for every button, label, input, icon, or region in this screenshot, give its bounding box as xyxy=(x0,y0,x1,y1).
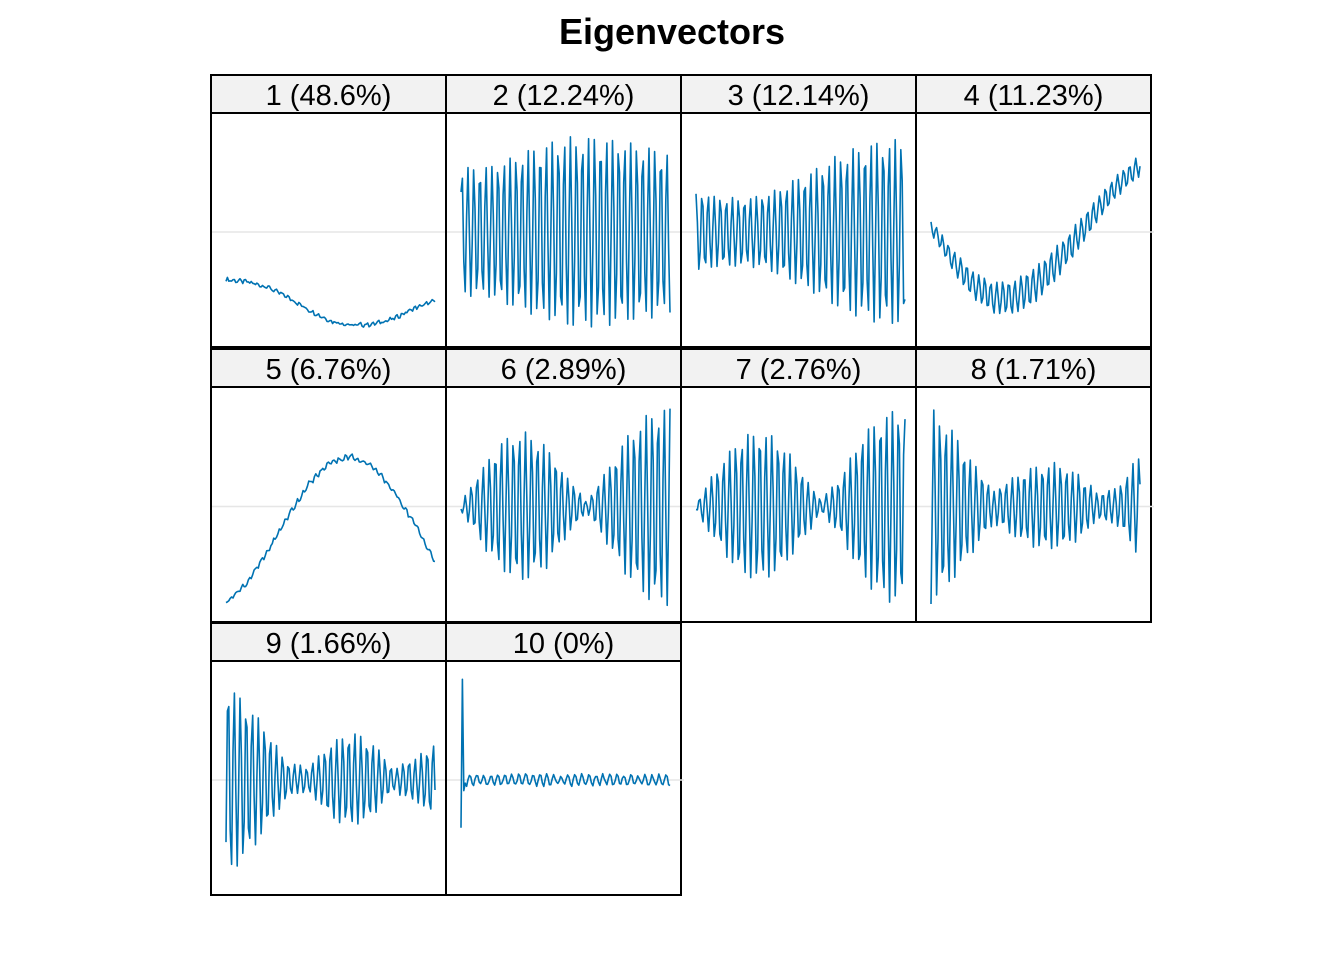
eigenvector-line xyxy=(225,692,436,867)
eigenvector-line xyxy=(460,678,671,828)
facet-plot-area xyxy=(680,112,919,348)
chart-title: Eigenvectors xyxy=(558,11,786,52)
facet-svg xyxy=(447,135,684,328)
facet-strip-label: 1 (48.6%) xyxy=(210,74,447,114)
facet-svg xyxy=(682,138,919,324)
facet-panel-4: 4 (11.23%) xyxy=(915,74,1154,348)
facet-plot-area xyxy=(210,660,449,896)
eigenvector-line xyxy=(695,410,906,603)
facet-svg xyxy=(447,678,684,828)
eigenvector-line xyxy=(460,135,671,328)
facet-label-text: 10 (0%) xyxy=(512,628,615,660)
facet-label-text: 5 (6.76%) xyxy=(265,354,392,386)
eigenvector-line xyxy=(695,138,906,324)
facet-strip-label: 5 (6.76%) xyxy=(210,348,447,388)
facet-label-text: 1 (48.6%) xyxy=(265,80,392,112)
facet-panel-8: 8 (1.71%) xyxy=(915,348,1154,623)
facet-label-text: 9 (1.66%) xyxy=(265,628,392,660)
facet-label-text: 4 (11.23%) xyxy=(963,80,1104,112)
facet-strip-label: 7 (2.76%) xyxy=(680,348,917,388)
facet-strip-label: 4 (11.23%) xyxy=(915,74,1152,114)
eigenvector-line xyxy=(225,276,436,328)
facet-strip-label: 2 (12.24%) xyxy=(445,74,682,114)
facet-strip-label: 9 (1.66%) xyxy=(210,622,447,662)
facet-strip-label: 3 (12.14%) xyxy=(680,74,917,114)
facet-svg xyxy=(682,410,919,603)
facet-plot-area xyxy=(915,112,1154,348)
facet-panel-3: 3 (12.14%) xyxy=(680,74,919,348)
facet-panel-7: 7 (2.76%) xyxy=(680,348,919,623)
eigenvector-line xyxy=(225,453,436,604)
facet-plot-area xyxy=(210,112,449,348)
facet-plot-area xyxy=(445,660,684,896)
facet-svg xyxy=(917,157,1154,315)
facet-plot-area xyxy=(210,386,449,623)
facet-label-text: 7 (2.76%) xyxy=(735,354,862,386)
facet-label-text: 8 (1.71%) xyxy=(970,354,1097,386)
eigenvector-line xyxy=(460,408,671,607)
facet-panel-6: 6 (2.89%) xyxy=(445,348,684,623)
eigenvector-line xyxy=(930,157,1141,315)
facet-panel-1: 1 (48.6%) xyxy=(210,74,449,348)
facet-label-text: 3 (12.14%) xyxy=(727,80,870,112)
facet-svg xyxy=(917,409,1154,605)
facet-svg xyxy=(212,692,449,867)
facet-label-text: 2 (12.24%) xyxy=(492,80,635,112)
eigenvector-line xyxy=(930,409,1141,605)
facet-plot-area xyxy=(680,386,919,623)
facet-panel-5: 5 (6.76%) xyxy=(210,348,449,623)
facet-strip-label: 8 (1.71%) xyxy=(915,348,1152,388)
facet-panel-9: 9 (1.66%) xyxy=(210,622,449,896)
facet-panel-2: 2 (12.24%) xyxy=(445,74,684,348)
facet-panel-10: 10 (0%) xyxy=(445,622,684,896)
facet-svg xyxy=(212,453,449,604)
facet-label-text: 6 (2.89%) xyxy=(500,354,627,386)
facet-plot-area xyxy=(445,386,684,623)
facet-svg xyxy=(212,231,449,328)
facet-plot-area xyxy=(915,386,1154,623)
facet-strip-label: 10 (0%) xyxy=(445,622,682,662)
facet-plot-area xyxy=(445,112,684,348)
facet-svg xyxy=(447,408,684,607)
facet-strip-label: 6 (2.89%) xyxy=(445,348,682,388)
